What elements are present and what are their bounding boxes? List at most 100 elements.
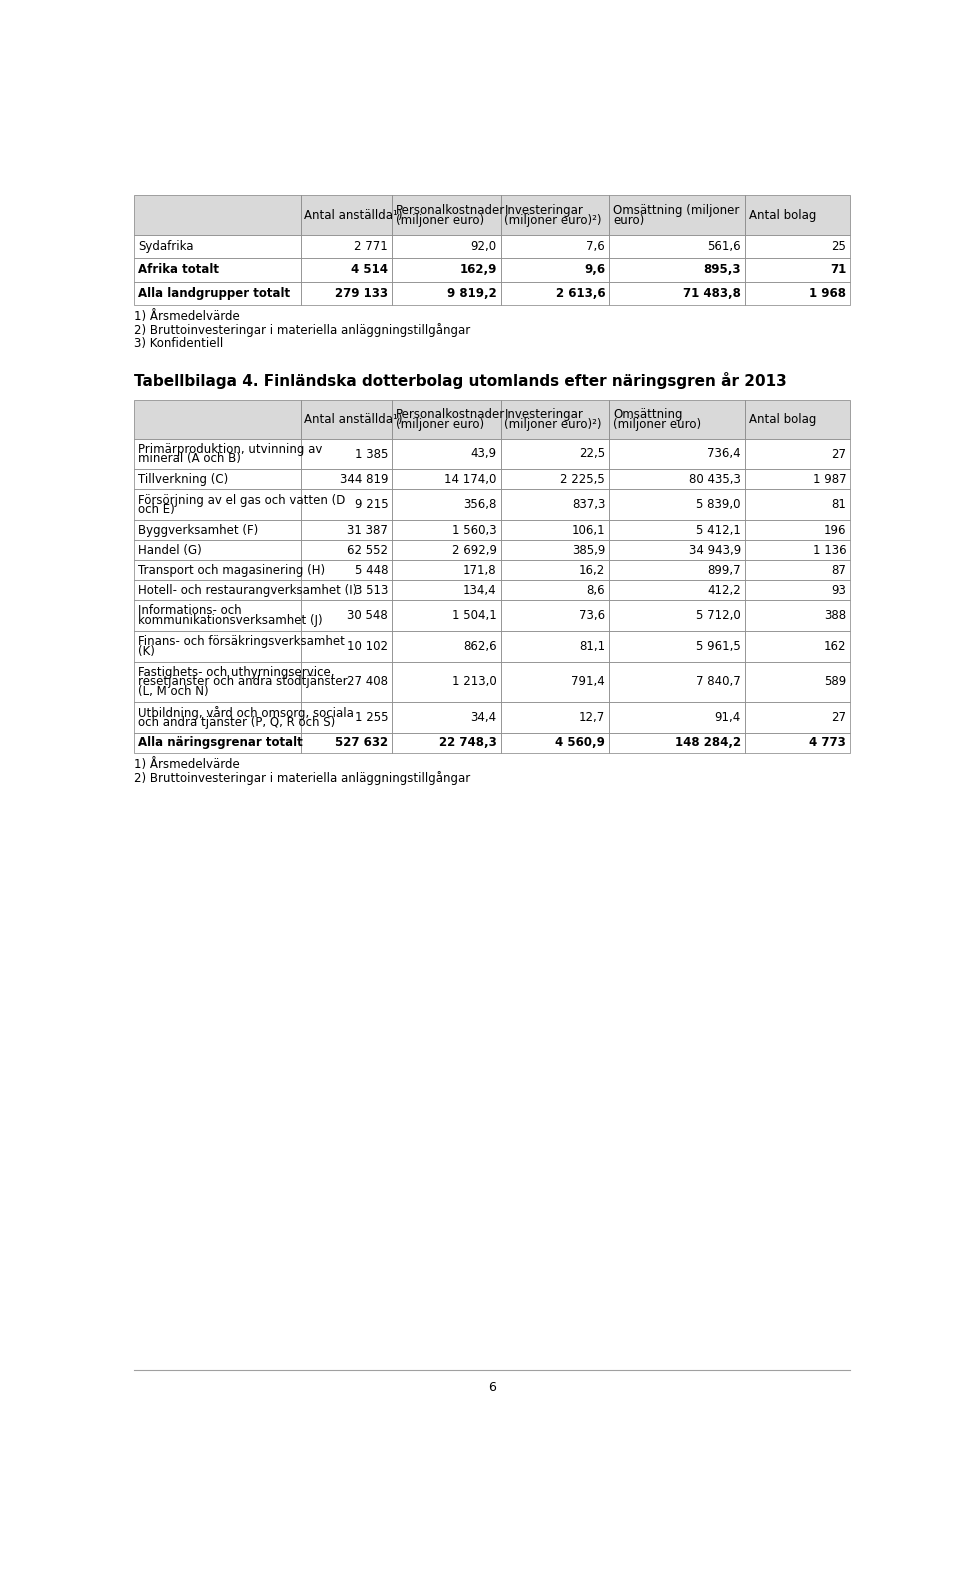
Bar: [392, 541, 500, 559]
Text: Utbildning, vård och omsorg, sociala: Utbildning, vård och omsorg, sociala: [138, 706, 353, 720]
Bar: [609, 258, 745, 282]
Bar: [300, 733, 392, 753]
Text: 6: 6: [488, 1381, 496, 1393]
Text: 1 504,1: 1 504,1: [452, 610, 496, 623]
Bar: [500, 400, 609, 438]
Bar: [745, 470, 850, 490]
Text: 837,3: 837,3: [572, 498, 605, 511]
Bar: [134, 235, 300, 258]
Text: 356,8: 356,8: [464, 498, 496, 511]
Bar: [745, 258, 850, 282]
Text: 1 213,0: 1 213,0: [452, 676, 496, 689]
Text: 2 692,9: 2 692,9: [451, 544, 496, 556]
Text: Transport och magasinering (H): Transport och magasinering (H): [138, 564, 324, 577]
Text: 736,4: 736,4: [708, 448, 741, 460]
Bar: [392, 282, 500, 304]
Bar: [134, 580, 300, 600]
Text: 92,0: 92,0: [470, 241, 496, 254]
Text: 16,2: 16,2: [579, 564, 605, 577]
Bar: [392, 580, 500, 600]
Text: mineral (A och B): mineral (A och B): [138, 452, 241, 465]
Text: Alla näringsgrenar totalt: Alla näringsgrenar totalt: [138, 736, 302, 749]
Bar: [745, 195, 850, 235]
Text: 1 385: 1 385: [355, 448, 388, 460]
Text: 862,6: 862,6: [463, 640, 496, 652]
Bar: [134, 195, 300, 235]
Text: (K): (K): [138, 645, 155, 657]
Text: 1 968: 1 968: [809, 287, 846, 299]
Bar: [134, 258, 300, 282]
Bar: [392, 438, 500, 470]
Text: 8,6: 8,6: [587, 583, 605, 597]
Bar: [745, 733, 850, 753]
Bar: [300, 470, 392, 490]
Text: 25: 25: [831, 241, 846, 254]
Text: 7,6: 7,6: [587, 241, 605, 254]
Bar: [134, 282, 300, 304]
Bar: [300, 520, 392, 541]
Bar: [609, 438, 745, 470]
Bar: [500, 733, 609, 753]
Bar: [609, 400, 745, 438]
Text: 1 255: 1 255: [354, 711, 388, 723]
Text: Personalkostnader: Personalkostnader: [396, 408, 505, 421]
Text: Afrika totalt: Afrika totalt: [138, 263, 219, 276]
Bar: [745, 600, 850, 630]
Text: 5 839,0: 5 839,0: [696, 498, 741, 511]
Bar: [392, 490, 500, 520]
Text: 4 773: 4 773: [809, 736, 846, 749]
Bar: [392, 520, 500, 541]
Bar: [300, 235, 392, 258]
Text: 1) Årsmedelvärde: 1) Årsmedelvärde: [134, 309, 240, 323]
Text: 7 840,7: 7 840,7: [696, 676, 741, 689]
Text: 148 284,2: 148 284,2: [675, 736, 741, 749]
Bar: [500, 282, 609, 304]
Bar: [134, 559, 300, 580]
Text: Fastighets- och uthyrningservice,: Fastighets- och uthyrningservice,: [138, 667, 334, 679]
Bar: [500, 258, 609, 282]
Bar: [500, 490, 609, 520]
Text: 1 560,3: 1 560,3: [452, 523, 496, 537]
Bar: [134, 630, 300, 662]
Text: 71: 71: [830, 263, 846, 276]
Text: euro): euro): [612, 213, 644, 227]
Text: kommunikationsverksamhet (J): kommunikationsverksamhet (J): [138, 615, 323, 627]
Bar: [134, 438, 300, 470]
Text: (miljoner euro): (miljoner euro): [396, 418, 484, 430]
Bar: [500, 580, 609, 600]
Text: 10 102: 10 102: [348, 640, 388, 652]
Bar: [745, 559, 850, 580]
Bar: [500, 470, 609, 490]
Bar: [500, 701, 609, 733]
Bar: [392, 235, 500, 258]
Text: (miljoner euro): (miljoner euro): [612, 418, 701, 430]
Text: Informations- och: Informations- och: [138, 605, 242, 618]
Text: 4 560,9: 4 560,9: [555, 736, 605, 749]
Text: 73,6: 73,6: [579, 610, 605, 623]
Bar: [609, 470, 745, 490]
Text: 4 514: 4 514: [351, 263, 388, 276]
Bar: [745, 438, 850, 470]
Text: Handel (G): Handel (G): [138, 544, 202, 556]
Bar: [134, 520, 300, 541]
Bar: [134, 662, 300, 701]
Text: (miljoner euro): (miljoner euro): [396, 213, 484, 227]
Text: 31 387: 31 387: [348, 523, 388, 537]
Text: Tabellbilaga 4. Finländska dotterbolag utomlands efter näringsgren år 2013: Tabellbilaga 4. Finländska dotterbolag u…: [134, 372, 786, 389]
Text: och andra tjänster (P, Q, R och S): och andra tjänster (P, Q, R och S): [138, 716, 335, 728]
Text: 5 448: 5 448: [354, 564, 388, 577]
Text: 527 632: 527 632: [335, 736, 388, 749]
Text: Sydafrika: Sydafrika: [138, 241, 193, 254]
Bar: [300, 630, 392, 662]
Bar: [500, 559, 609, 580]
Text: (miljoner euro)²): (miljoner euro)²): [504, 418, 602, 430]
Text: 62 552: 62 552: [348, 544, 388, 556]
Text: 1 987: 1 987: [812, 473, 846, 485]
Text: 34,4: 34,4: [470, 711, 496, 723]
Bar: [609, 600, 745, 630]
Bar: [300, 541, 392, 559]
Bar: [609, 559, 745, 580]
Text: 1) Årsmedelvärde: 1) Årsmedelvärde: [134, 758, 240, 771]
Text: 344 819: 344 819: [340, 473, 388, 485]
Bar: [300, 490, 392, 520]
